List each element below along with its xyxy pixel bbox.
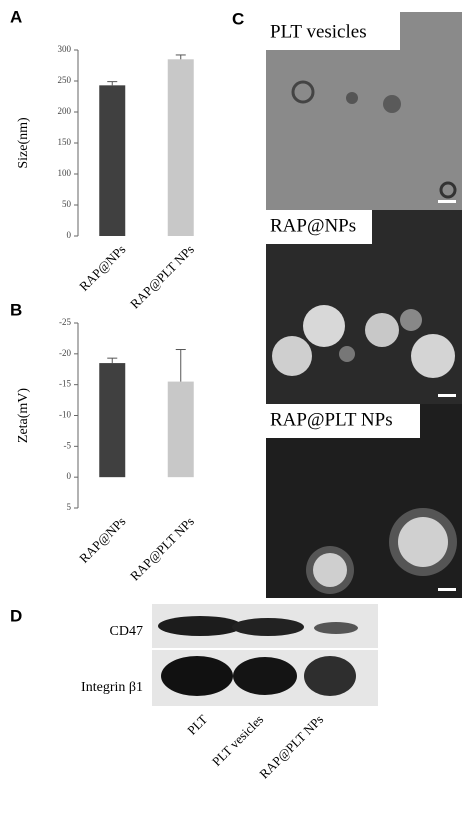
vesicle: [383, 95, 401, 113]
nanoparticle: [339, 346, 355, 362]
scale-bar: [438, 588, 456, 591]
y-tick-label: -5: [64, 440, 72, 450]
vesicle: [291, 80, 315, 104]
band: [158, 616, 242, 636]
row-label: Integrin β1: [81, 680, 143, 695]
band: [161, 656, 233, 696]
nanoparticle: [303, 305, 345, 347]
y-axis-label: Size(nm): [16, 117, 31, 169]
panel-label: D: [10, 606, 22, 625]
panel-label: C: [232, 9, 244, 28]
image-label: RAP@PLT NPs: [270, 409, 393, 430]
nanoparticle: [272, 336, 312, 376]
y-tick-label: 50: [62, 199, 72, 209]
y-tick-label: 250: [58, 75, 72, 85]
image-label: PLT vesicles: [270, 21, 367, 42]
western-blot: CD47 Integrin β1 PLT PLT vesicles RAP@PL…: [81, 604, 378, 782]
vesicle: [346, 92, 358, 104]
row-label: CD47: [110, 624, 143, 639]
y-tick-label: 0: [67, 230, 72, 240]
y-tick-label: 150: [58, 137, 72, 147]
y-axis-label: Zeta(mV): [16, 388, 31, 444]
bar: [167, 381, 194, 478]
y-tick-label: -15: [59, 379, 71, 389]
label-box: [266, 12, 400, 50]
nanoparticle: [313, 553, 347, 587]
y-tick-label: -25: [59, 317, 71, 327]
y-tick-label: -10: [59, 410, 71, 420]
y-tick-label: 0: [67, 471, 72, 481]
label-box: [266, 404, 420, 438]
band: [314, 622, 358, 634]
x-tick-label: RAP@PLT NPs: [127, 242, 197, 312]
nanoparticle: [400, 309, 422, 331]
panel-label: A: [10, 7, 22, 26]
x-tick-label: RAP@NPs: [76, 514, 128, 566]
band: [304, 656, 356, 696]
band: [233, 657, 297, 695]
nanoparticle: [411, 334, 455, 378]
tem-images: PLT vesicles RAP@NPs RAP@PLT NPs: [266, 12, 462, 598]
nanoparticle: [398, 517, 448, 567]
y-tick-label: 5: [67, 502, 72, 512]
band: [232, 618, 304, 636]
bar: [167, 59, 194, 236]
y-tick-label: 200: [58, 106, 72, 116]
scale-bar: [438, 200, 456, 203]
lane-label: RAP@PLT NPs: [256, 712, 326, 782]
y-tick-label: 300: [58, 44, 72, 54]
image-label: RAP@NPs: [270, 215, 356, 236]
y-tick-label: -20: [59, 348, 71, 358]
vesicle: [439, 181, 457, 199]
y-tick-label: 100: [58, 168, 72, 178]
x-tick-label: RAP@PLT NPs: [127, 514, 197, 584]
nanoparticle: [365, 313, 399, 347]
bar: [99, 363, 126, 478]
lane-label: PLT: [184, 712, 210, 738]
lane-label: PLT vesicles: [209, 712, 266, 769]
scale-bar: [438, 394, 456, 397]
label-box: [266, 210, 372, 244]
x-tick-label: RAP@NPs: [76, 242, 128, 294]
panel-label: B: [10, 300, 22, 319]
bar: [99, 85, 126, 236]
